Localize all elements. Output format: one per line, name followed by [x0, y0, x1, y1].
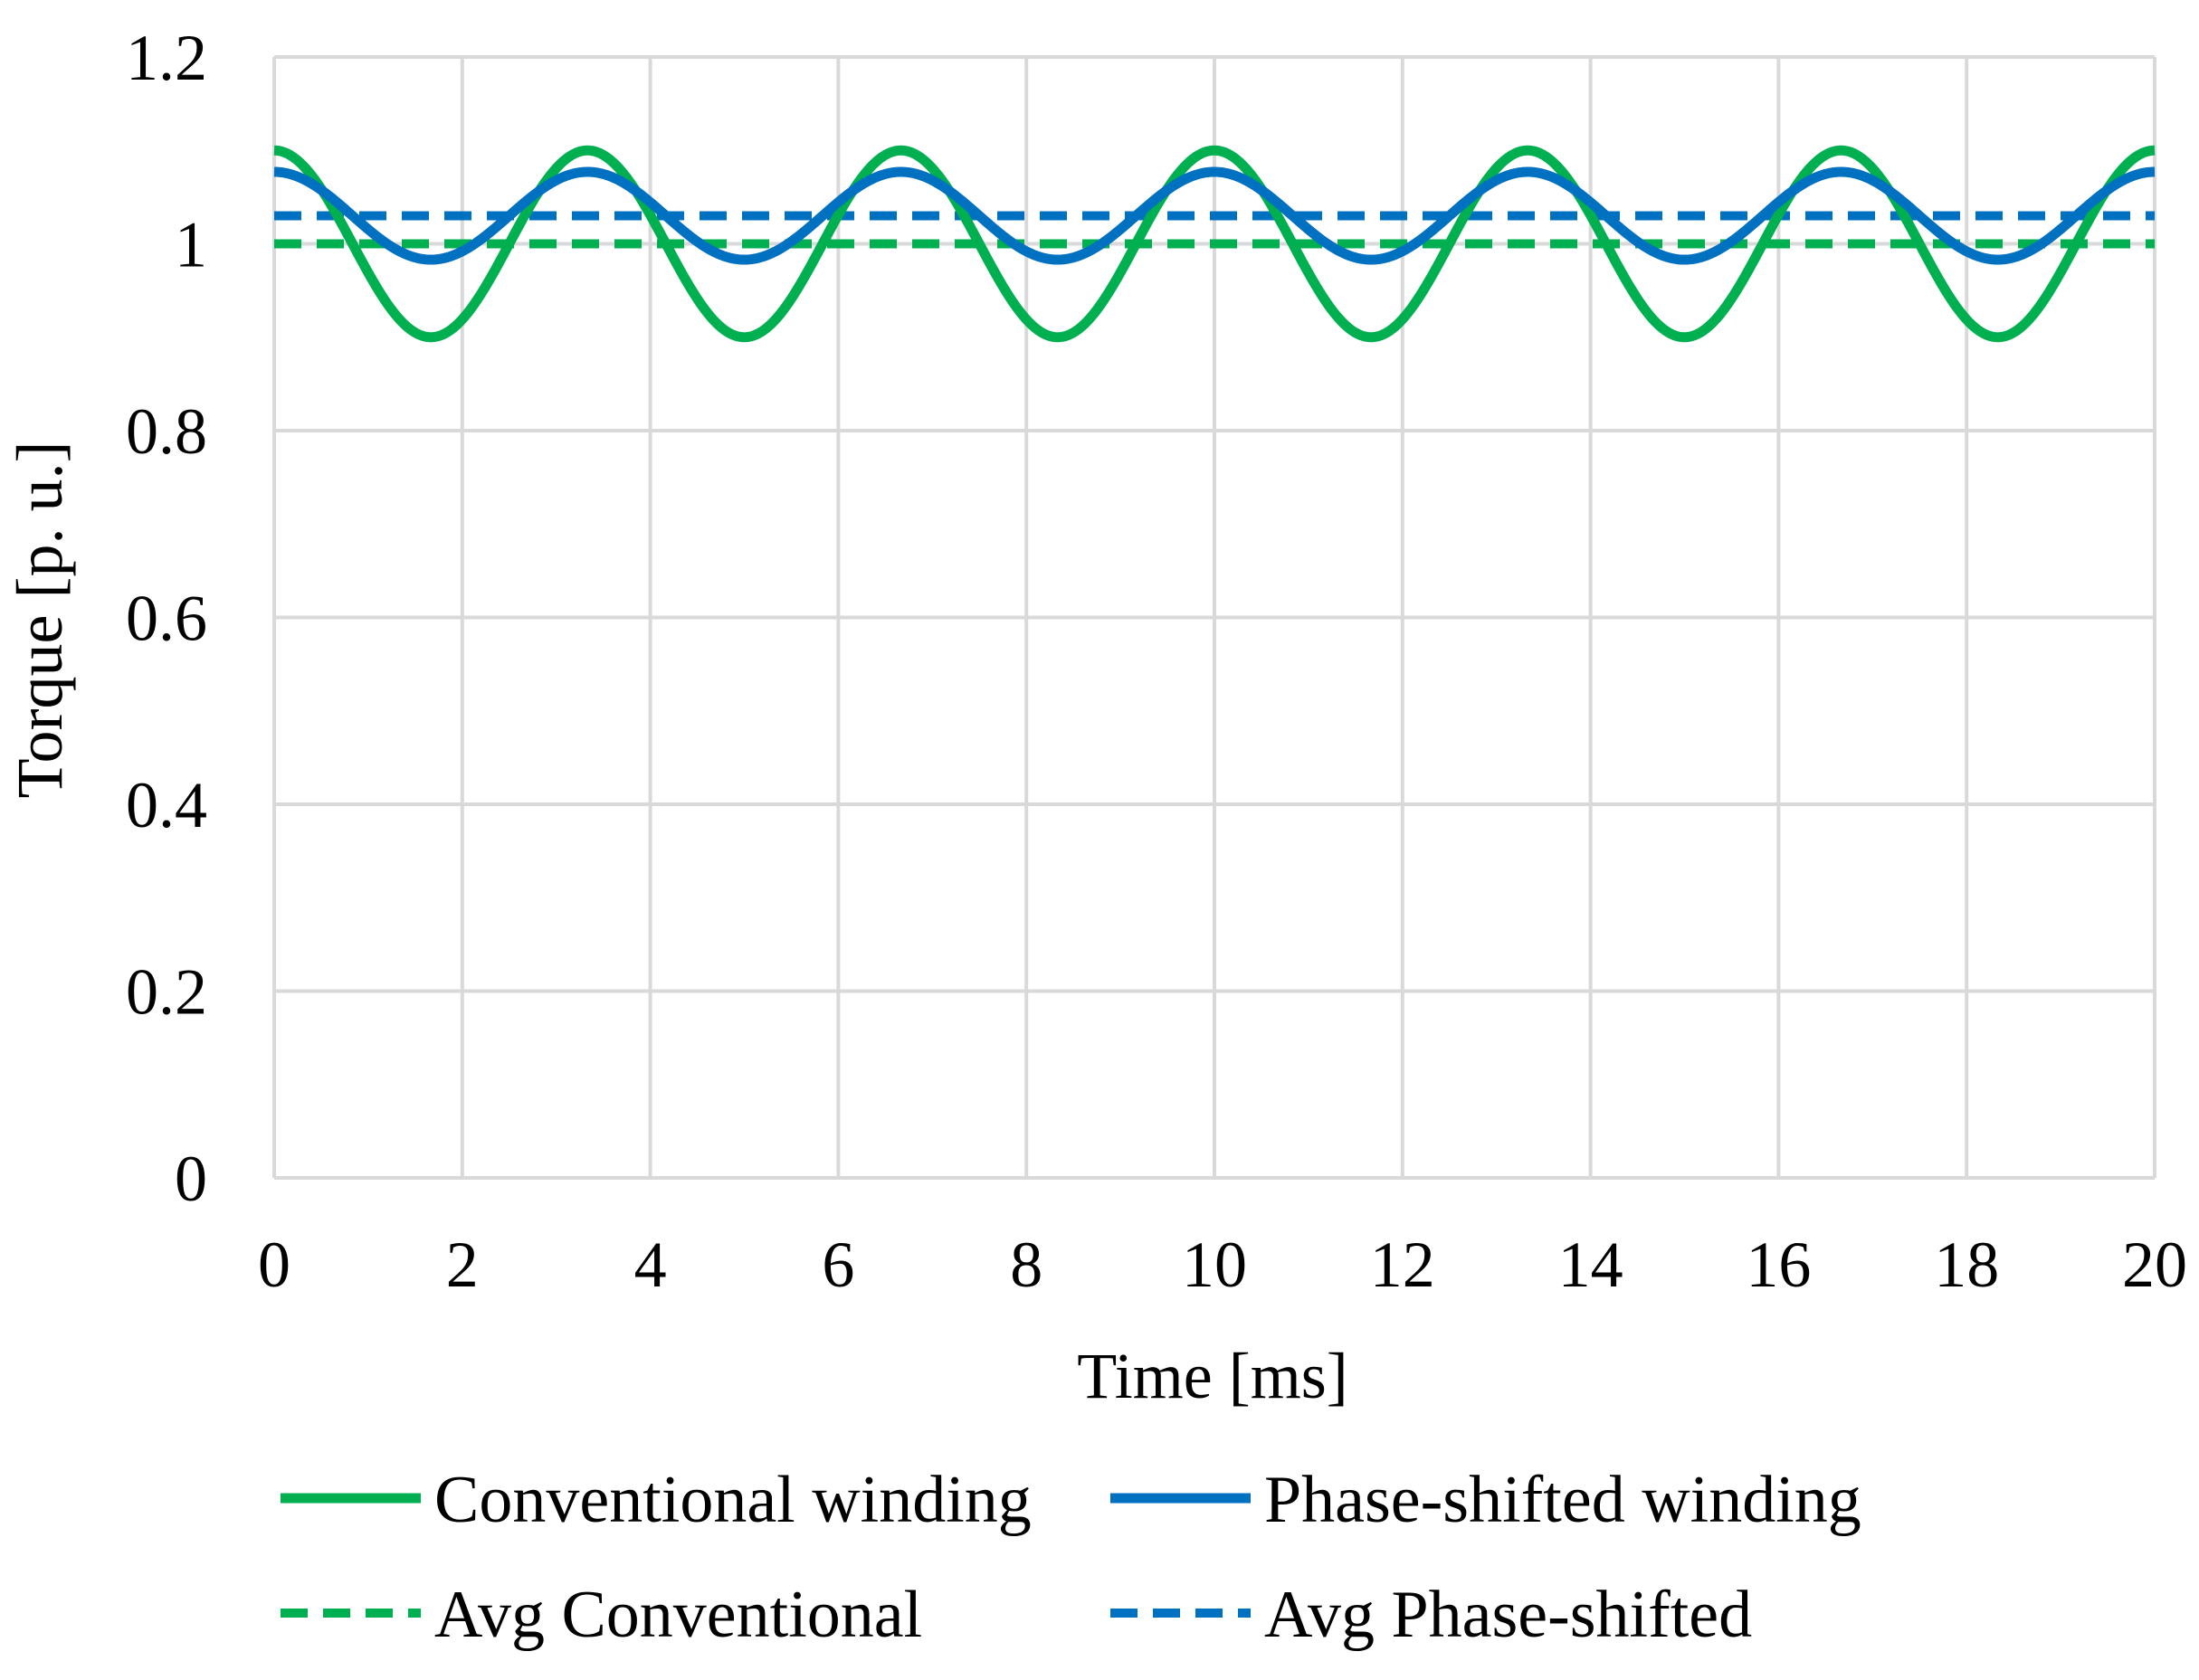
- x-tick-label: 16: [1746, 1229, 1811, 1301]
- x-axis-title: Time [ms]: [1077, 1340, 1347, 1412]
- y-axis-ticks: 0 0.2 0.4 0.6 0.8 1 1.2: [126, 22, 207, 1215]
- y-tick-label: 0.6: [126, 583, 207, 655]
- grid: [272, 55, 2156, 1180]
- avg-conventional-legend-label: Avg Conventional: [434, 1578, 922, 1652]
- series-lines: [271, 145, 2157, 343]
- x-tick-label: 12: [1370, 1229, 1435, 1301]
- phase-shifted-winding-legend-label: Phase-shifted winding: [1264, 1463, 1861, 1537]
- x-axis-ticks: 0 2 4 6 8 10 12 14 16 18 20: [258, 1229, 2187, 1301]
- x-tick-label: 4: [634, 1229, 667, 1301]
- x-tick-label: 14: [1558, 1229, 1623, 1301]
- x-tick-label: 8: [1010, 1229, 1042, 1301]
- conventional-winding-line: [271, 145, 2157, 343]
- legend: Conventional winding Phase-shifted windin…: [281, 1463, 1861, 1652]
- avg-phase-shifted-legend-label: Avg Phase-shifted: [1264, 1578, 1752, 1652]
- x-tick-label: 2: [446, 1229, 479, 1301]
- y-tick-label: 1.2: [126, 22, 207, 94]
- x-tick-label: 6: [822, 1229, 854, 1301]
- x-tick-label: 0: [258, 1229, 290, 1301]
- x-tick-label: 18: [1934, 1229, 1999, 1301]
- y-tick-label: 0: [175, 1143, 207, 1215]
- y-axis-title: Torque [p. u.]: [4, 441, 76, 799]
- y-tick-label: 0.8: [126, 395, 207, 468]
- x-tick-label: 20: [2122, 1229, 2187, 1301]
- y-tick-label: 1: [175, 209, 207, 281]
- y-tick-label: 0.4: [126, 769, 207, 841]
- phase-shifted-winding-line: [271, 166, 2157, 265]
- y-tick-label: 0.2: [126, 956, 207, 1029]
- conventional-winding-legend-label: Conventional winding: [434, 1463, 1032, 1537]
- x-tick-label: 10: [1182, 1229, 1247, 1301]
